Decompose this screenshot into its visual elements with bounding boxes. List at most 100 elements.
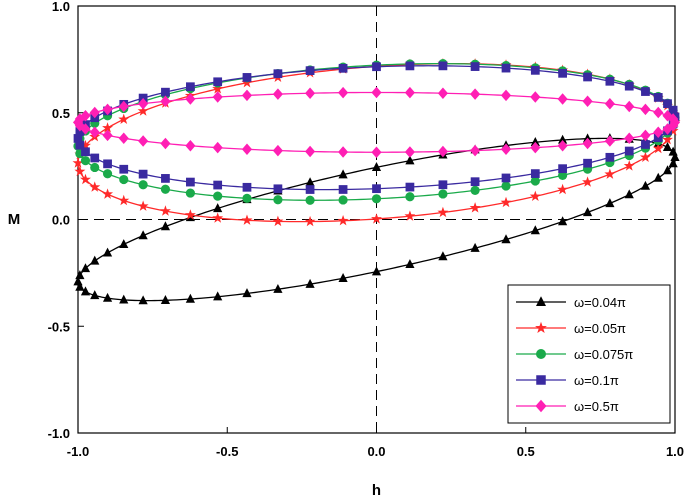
data-marker [604, 135, 615, 147]
data-marker [530, 141, 541, 154]
data-marker [138, 230, 148, 240]
series-4 [73, 61, 680, 194]
data-marker [118, 113, 130, 125]
data-marker [438, 189, 448, 199]
data-marker [212, 212, 224, 223]
data-marker [530, 176, 540, 186]
data-marker [90, 290, 100, 300]
data-marker [102, 247, 113, 257]
data-marker [558, 134, 568, 144]
data-marker [470, 177, 480, 187]
data-marker [90, 255, 100, 265]
data-marker [80, 263, 91, 273]
series-layer [72, 57, 681, 305]
data-marker [213, 203, 223, 213]
data-marker [90, 162, 100, 173]
data-marker [337, 215, 349, 226]
data-marker [500, 143, 512, 156]
data-marker [213, 191, 223, 201]
data-marker [184, 209, 196, 220]
data-marker [89, 106, 100, 119]
data-marker [338, 63, 348, 73]
data-marker [623, 160, 635, 171]
data-marker [305, 195, 315, 205]
x-tick-label: -0.5 [216, 444, 238, 459]
data-marker [73, 134, 83, 143]
data-marker [530, 136, 540, 146]
data-marker [404, 210, 416, 221]
data-marker [582, 176, 594, 187]
data-marker [437, 206, 449, 218]
legend: ω=0.04π ω=0.05π ω=0.075π ω=0.1π ω=0.5π [507, 284, 671, 424]
data-marker [405, 182, 415, 192]
data-marker [138, 295, 148, 305]
data-marker [558, 164, 567, 174]
data-marker [273, 283, 283, 293]
data-marker [272, 215, 284, 227]
data-marker [662, 165, 673, 175]
data-marker [338, 169, 348, 179]
legend-item: ω=0.05π [516, 321, 626, 336]
legend-item: ω=0.1π [516, 373, 619, 388]
y-tick-label: -1.0 [48, 426, 70, 441]
data-marker [305, 278, 315, 288]
y-tick-label: 0.5 [52, 106, 70, 121]
data-marker [640, 103, 651, 116]
data-marker [500, 89, 512, 102]
data-marker [536, 296, 546, 306]
data-marker [138, 135, 149, 147]
data-marker [582, 137, 593, 150]
data-marker [653, 126, 664, 138]
data-marker [582, 95, 593, 107]
data-marker [653, 172, 663, 182]
x-axis-title: h [372, 482, 381, 499]
data-marker [372, 184, 381, 194]
data-marker [118, 100, 129, 113]
data-marker [305, 177, 315, 187]
data-marker [604, 168, 616, 179]
data-marker [536, 349, 546, 359]
data-marker [652, 142, 664, 154]
legend-item: ω=0.04π [516, 295, 626, 310]
data-marker [641, 140, 650, 149]
data-marker [501, 173, 511, 183]
data-marker [75, 140, 85, 150]
data-marker [161, 87, 170, 97]
data-marker [81, 147, 90, 157]
data-marker [624, 81, 634, 91]
data-marker [102, 103, 113, 116]
data-marker [305, 87, 316, 99]
data-marker [185, 139, 196, 152]
data-marker [272, 88, 283, 100]
x-tick-label: 0.5 [517, 444, 535, 459]
data-marker [118, 132, 129, 145]
data-marker [160, 137, 171, 150]
data-marker [338, 185, 348, 194]
data-marker [501, 63, 511, 73]
data-marker [242, 182, 252, 192]
data-marker [212, 141, 223, 154]
data-marker [72, 157, 84, 168]
data-marker [304, 215, 316, 227]
data-marker [530, 169, 540, 178]
data-marker [624, 146, 634, 156]
data-marker [80, 123, 91, 135]
data-marker [470, 88, 481, 100]
data-marker [529, 190, 541, 202]
data-marker [138, 169, 148, 179]
data-marker [137, 105, 149, 116]
data-marker [668, 158, 678, 168]
data-marker [640, 180, 651, 190]
data-marker [583, 72, 592, 82]
data-marker [558, 68, 567, 78]
y-axis-title: M [8, 211, 21, 228]
data-marker [89, 181, 101, 192]
data-marker [371, 162, 382, 172]
data-marker [273, 184, 283, 194]
data-marker [438, 180, 448, 190]
data-marker [75, 281, 85, 291]
x-axis: -1.0 -0.5 0.0 0.5 1.0 [67, 427, 684, 459]
data-marker [118, 194, 130, 206]
x-tick-label: 1.0 [666, 444, 684, 459]
